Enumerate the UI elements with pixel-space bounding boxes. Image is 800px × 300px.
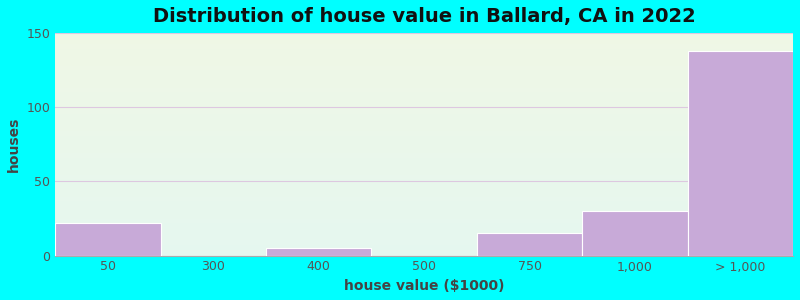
Bar <box>55 223 161 256</box>
X-axis label: house value ($1000): house value ($1000) <box>344 279 504 293</box>
Bar <box>688 51 793 256</box>
Y-axis label: houses: houses <box>7 117 21 172</box>
Title: Distribution of house value in Ballard, CA in 2022: Distribution of house value in Ballard, … <box>153 7 695 26</box>
Bar <box>266 248 371 256</box>
Bar <box>582 211 688 256</box>
Bar <box>477 233 582 256</box>
